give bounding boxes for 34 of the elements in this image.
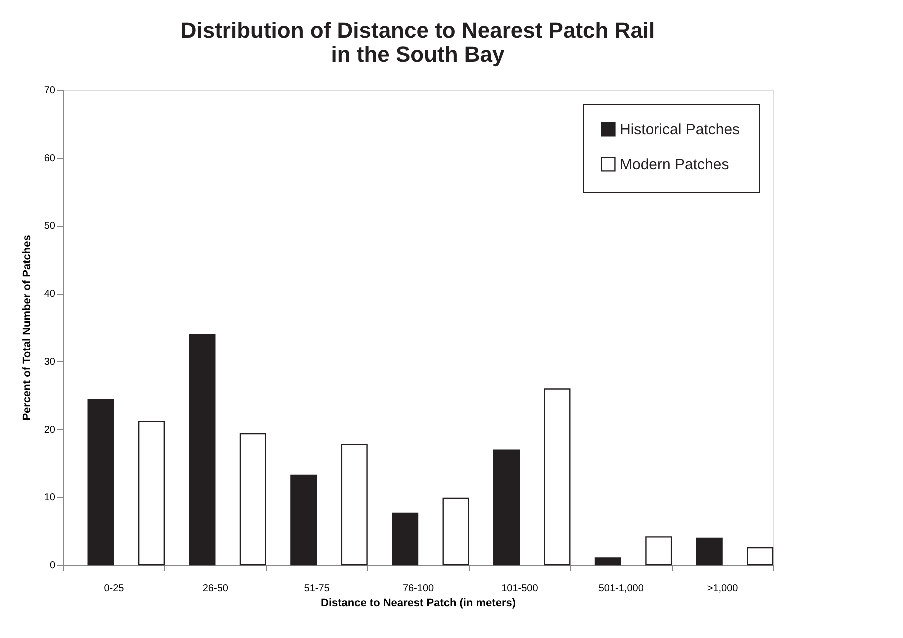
y-tick-label: 70 bbox=[44, 86, 56, 96]
bar bbox=[189, 334, 216, 566]
y-tick-label: 0 bbox=[50, 560, 56, 572]
bar bbox=[392, 512, 419, 566]
legend-label: Historical Patches bbox=[620, 122, 740, 138]
y-tick-label: 40 bbox=[44, 289, 56, 300]
bar bbox=[544, 388, 571, 566]
x-tick-label: 0-25 bbox=[104, 584, 125, 594]
x-tick-label: >1,000 bbox=[707, 584, 739, 594]
y-axis-title: Percent of Total Number of Patches bbox=[21, 235, 34, 421]
bar bbox=[646, 536, 672, 566]
bar bbox=[240, 433, 266, 566]
bar bbox=[493, 450, 520, 566]
x-tick-label: 76-100 bbox=[402, 584, 435, 594]
x-tick-label: 101-500 bbox=[502, 584, 539, 594]
bar bbox=[88, 400, 114, 566]
bar bbox=[138, 421, 166, 566]
y-tick-label: 60 bbox=[44, 153, 56, 164]
legend-label: Modern Patches bbox=[620, 156, 730, 174]
bar bbox=[442, 498, 470, 566]
x-tick-label: 501-1,000 bbox=[598, 584, 644, 594]
x-tick-label: 26-50 bbox=[202, 584, 229, 594]
y-tick-label: 50 bbox=[44, 221, 56, 232]
x-axis-title: Distance to Nearest Patch (in meters) bbox=[320, 598, 516, 610]
chart-title: Distribution of Distance to Nearest Patch Rail in the South Bay bbox=[180, 18, 656, 67]
bar bbox=[696, 538, 723, 566]
y-tick-label: 10 bbox=[44, 492, 56, 504]
bar bbox=[341, 444, 368, 566]
x-tick-label: 51-75 bbox=[304, 584, 330, 594]
bar bbox=[747, 547, 774, 566]
bar bbox=[594, 558, 622, 566]
y-tick-label: 30 bbox=[44, 356, 56, 368]
bar bbox=[290, 474, 318, 566]
y-tick-label: 20 bbox=[44, 424, 56, 436]
